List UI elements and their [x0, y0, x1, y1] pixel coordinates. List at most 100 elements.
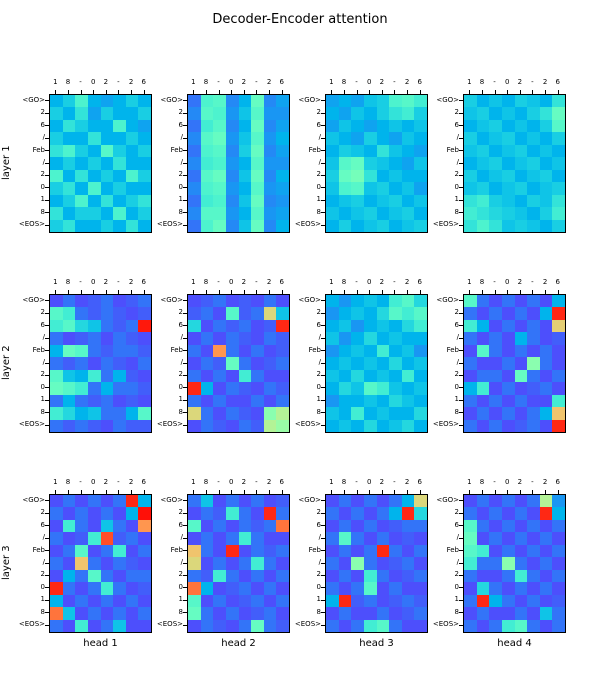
heatmap-cell: [501, 119, 515, 133]
heatmap-cell: [376, 95, 390, 108]
y-tick-label: 6: [454, 320, 459, 329]
heatmap-cell: [351, 207, 364, 220]
heatmap-cell: [251, 407, 264, 420]
heatmap-cell: [50, 207, 63, 220]
heatmap-cell: [351, 519, 364, 533]
heatmap-cell: [363, 557, 377, 570]
heatmap-cell: [251, 307, 264, 320]
heatmap-cell: [75, 95, 88, 108]
heatmap-cell: [263, 182, 277, 195]
head-label-2: head 2: [221, 638, 256, 649]
heatmap-cell: [62, 319, 76, 333]
heatmap-cell: [489, 519, 502, 533]
y-tick-label: /: [456, 358, 459, 366]
heatmap-cell: [50, 157, 63, 170]
heatmap-cell: [75, 207, 88, 220]
heatmap-cell: [476, 207, 490, 220]
x-tick-label: 0: [366, 78, 372, 86]
heatmap-cell: [351, 169, 364, 183]
heatmap-cell: [238, 344, 252, 358]
y-tick-mark: [459, 112, 463, 114]
heatmap-cell: [539, 532, 553, 545]
heatmap-cell: [476, 319, 490, 333]
heatmap-cell: [326, 394, 339, 408]
heatmap-cell: [501, 332, 515, 345]
x-tick-label: -: [531, 78, 534, 86]
heatmap-cell: [514, 544, 528, 558]
heatmap-cell: [389, 319, 402, 333]
heatmap-cell: [213, 169, 226, 183]
y-tick-label: /: [180, 558, 183, 566]
heatmap-cell: [539, 357, 553, 370]
heatmap-cell: [552, 382, 565, 395]
heatmap-cell: [376, 544, 390, 558]
heatmap-cell: [200, 157, 214, 170]
heatmap-cell: [50, 582, 63, 595]
heatmap-cell: [464, 107, 477, 120]
heatmap-cell: [489, 344, 502, 358]
heatmap-cell: [414, 295, 427, 308]
x-tick-mark: [93, 490, 95, 494]
heatmap-layer2-head3: [325, 294, 428, 433]
heatmap-cell: [539, 607, 553, 620]
heatmap-cell: [552, 369, 565, 383]
y-tick-label: 0: [316, 582, 321, 591]
y-tick-label: <GO>: [160, 95, 183, 104]
x-tick-label: 1: [329, 478, 334, 486]
heatmap-cell: [326, 169, 339, 183]
y-tick-mark: [459, 199, 463, 201]
heatmap-cell: [251, 194, 264, 208]
y-tick-label: 2: [454, 570, 459, 579]
heatmap-cell: [75, 169, 88, 183]
heatmap-cell: [113, 219, 126, 232]
heatmap-cell: [213, 557, 226, 570]
heatmap-cell: [200, 544, 214, 558]
heatmap-cell: [100, 169, 114, 183]
heatmap-cell: [62, 169, 76, 183]
y-tick-label: 6: [178, 320, 183, 329]
y-tick-mark: [459, 500, 463, 502]
heatmap-cell: [338, 207, 352, 220]
heatmap-cell: [464, 157, 477, 170]
heatmap-cell: [100, 382, 114, 395]
y-tick-label: 8: [454, 407, 459, 416]
heatmap-cell: [338, 194, 352, 208]
heatmap-cell: [464, 194, 477, 208]
y-tick-label: 1: [316, 195, 321, 204]
y-tick-label: /: [180, 158, 183, 166]
heatmap-cell: [263, 544, 277, 558]
heatmap-cell: [62, 582, 76, 595]
heatmap-cell: [125, 369, 139, 383]
heatmap-cell: [489, 382, 502, 395]
heatmap-cell: [87, 319, 101, 333]
x-tick-mark: [205, 290, 207, 294]
heatmap-cell: [464, 544, 477, 558]
heatmap-cell: [113, 295, 126, 308]
heatmap-cell: [188, 332, 201, 345]
heatmap-cell: [113, 369, 126, 383]
heatmap-cell: [238, 394, 252, 408]
heatmap-layer3-head4: [463, 494, 566, 633]
heatmap-cell: [100, 182, 114, 195]
heatmap-cell: [87, 519, 101, 533]
heatmap-cell: [401, 344, 415, 358]
heatmap-cell: [251, 607, 264, 620]
y-tick-mark: [45, 224, 49, 226]
heatmap-cell: [50, 95, 63, 108]
y-tick-label: Feb: [308, 145, 321, 154]
heatmap-cell: [213, 344, 226, 358]
heatmap-cell: [263, 357, 277, 370]
heatmap-cell: [62, 382, 76, 395]
y-tick-label: <EOS>: [294, 420, 321, 429]
heatmap-cell: [200, 107, 214, 120]
y-tick-label: 1: [454, 395, 459, 404]
heatmap-cell: [200, 419, 214, 432]
x-tick-mark: [231, 490, 233, 494]
heatmap-cell: [501, 157, 515, 170]
heatmap-cell: [62, 519, 76, 533]
y-tick-mark: [183, 112, 187, 114]
y-tick-mark: [183, 312, 187, 314]
heatmap-cell: [62, 507, 76, 520]
heatmap-cell: [389, 619, 402, 632]
x-tick-mark: [231, 90, 233, 94]
